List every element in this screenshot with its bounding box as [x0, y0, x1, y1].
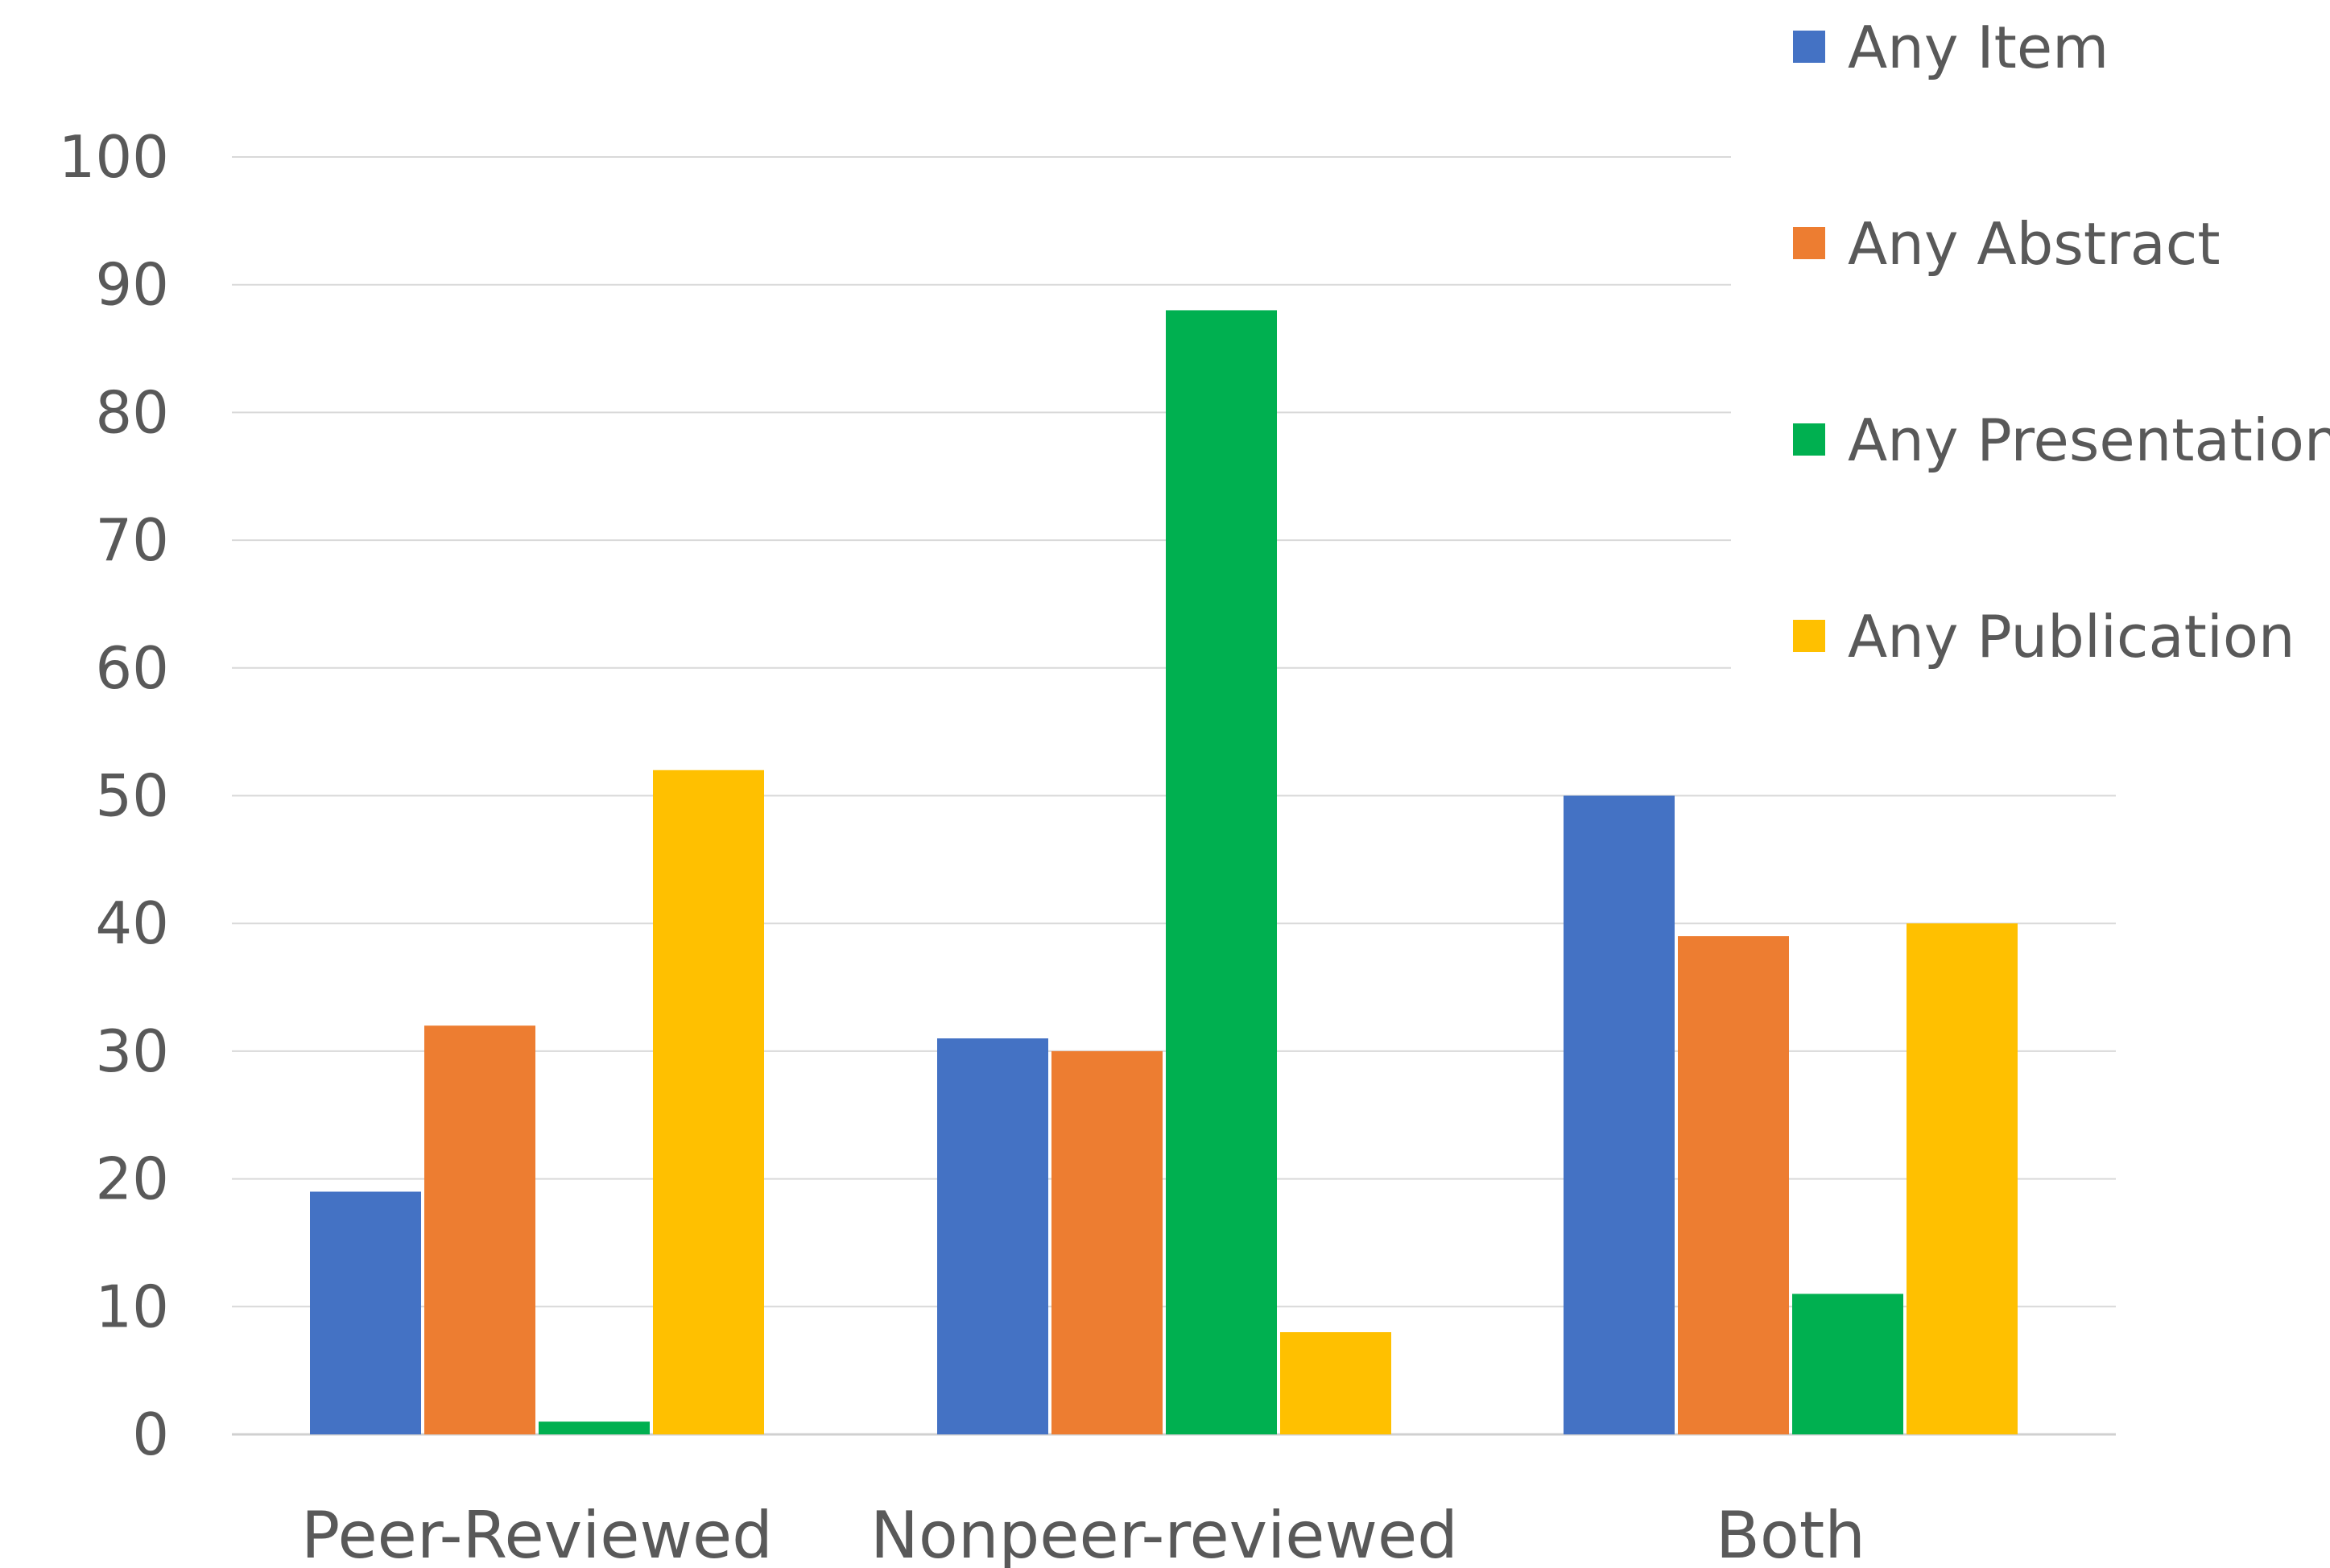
- bars: [310, 310, 2018, 1435]
- bar: [1166, 310, 1277, 1435]
- bar: [1564, 795, 1675, 1434]
- legend-label: Any Abstract: [1848, 210, 2221, 278]
- y-tick-label: 20: [95, 1145, 169, 1213]
- legend-swatch: [1793, 227, 1825, 259]
- y-tick-label: 60: [95, 634, 169, 702]
- bar: [1051, 1050, 1163, 1434]
- y-tick-label: 10: [95, 1273, 169, 1340]
- bar: [1678, 936, 1789, 1434]
- y-tick-label: 80: [95, 378, 169, 446]
- legend-label: Any Presentation: [1848, 406, 2330, 474]
- y-tick-label: 40: [95, 889, 169, 957]
- bar: [539, 1422, 650, 1434]
- legend-label: Any Publication: [1848, 603, 2295, 671]
- y-tick-label: 50: [95, 762, 169, 830]
- y-tick-label: 100: [59, 123, 169, 191]
- x-axis-labels: Peer-Reviewed Nonpeer-reviewed Both: [301, 1498, 1865, 1568]
- bar: [424, 1025, 535, 1434]
- x-category-label: Peer-Reviewed: [301, 1498, 773, 1568]
- x-category-label: Nonpeer-reviewed: [870, 1498, 1458, 1568]
- y-tick-label: 90: [95, 251, 169, 319]
- bar: [310, 1191, 421, 1434]
- legend-swatch: [1793, 423, 1825, 456]
- bar: [1907, 923, 2018, 1434]
- y-tick-label: 30: [95, 1017, 169, 1085]
- legend-label: Any Item: [1848, 14, 2109, 81]
- bar: [1792, 1294, 1903, 1434]
- y-tick-label: 0: [132, 1401, 169, 1468]
- y-axis-ticks: 0 10 20 30 40 50 60 70 80 90 100: [59, 123, 169, 1468]
- y-tick-label: 70: [95, 506, 169, 574]
- legend-swatch: [1793, 31, 1825, 63]
- legend: Any Item Any Abstract Any Presentation Any …: [1793, 14, 2330, 671]
- bar: [653, 770, 764, 1434]
- legend-swatch: [1793, 620, 1825, 652]
- bar: [937, 1038, 1048, 1434]
- bar: [1280, 1332, 1391, 1434]
- x-category-label: Both: [1716, 1498, 1865, 1568]
